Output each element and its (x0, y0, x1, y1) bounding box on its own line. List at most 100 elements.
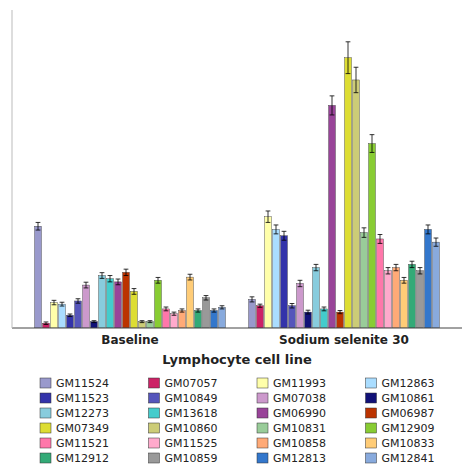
error-bar (92, 321, 97, 323)
legend-swatch (40, 393, 51, 403)
error-bar (394, 264, 399, 270)
y-axis-line (12, 10, 13, 328)
legend-swatch (366, 378, 377, 388)
error-bar (140, 321, 145, 323)
legend-label: GM11523 (56, 392, 109, 405)
legend-swatch (149, 453, 160, 463)
legend-swatch (149, 408, 160, 418)
legend-swatch (257, 438, 268, 448)
legend-swatch (366, 393, 377, 403)
legend-label: GM12813 (273, 452, 326, 465)
legend-label: GM10861 (382, 392, 435, 405)
bar (139, 322, 146, 328)
legend-label: GM11521 (56, 437, 109, 450)
legend-label: GM06987 (382, 407, 435, 420)
error-bar (410, 261, 415, 267)
bar (329, 105, 336, 328)
legend-label: GM06990 (273, 407, 326, 420)
error-bar (418, 268, 423, 274)
error-bar (386, 268, 391, 274)
error-bar (330, 96, 335, 115)
bar (131, 291, 138, 328)
bar (179, 311, 186, 328)
bar (67, 315, 74, 328)
legend-label: GM12909 (382, 422, 435, 435)
bar (257, 306, 264, 328)
legend-label: GM12841 (382, 452, 435, 465)
error-bar (68, 314, 73, 317)
bar (51, 303, 58, 328)
legend-swatch (366, 438, 377, 448)
legend-swatch (257, 453, 268, 463)
error-bar (156, 277, 161, 283)
error-bar (44, 322, 49, 325)
group-label: Sodium selenite 30 (279, 333, 409, 347)
legend-swatch (40, 453, 51, 463)
error-bar (250, 297, 255, 302)
bar (273, 229, 280, 328)
legend-swatch (40, 378, 51, 388)
bar (353, 80, 360, 328)
bar (91, 322, 98, 328)
bar (219, 307, 226, 328)
bar (187, 277, 194, 328)
bar (163, 309, 170, 328)
bar (107, 279, 114, 328)
bar (297, 283, 304, 328)
error-bar (354, 67, 359, 92)
legend-label: GM12863 (382, 377, 435, 390)
bar (203, 298, 210, 328)
bar (289, 306, 296, 328)
legend-swatch (257, 408, 268, 418)
error-bar (434, 238, 439, 246)
legend-label: GM10831 (273, 422, 326, 435)
bar (171, 314, 178, 328)
legend-label: GM13618 (165, 407, 218, 420)
error-bar (100, 273, 105, 279)
bar (99, 276, 106, 328)
error-bar (108, 276, 113, 282)
error-bar (362, 228, 367, 238)
legend-swatch (366, 453, 377, 463)
x-axis-label: Lymphocyte cell line (162, 352, 312, 367)
legend-swatch (257, 393, 268, 403)
legend-label: GM10859 (165, 452, 218, 465)
x-axis-line (12, 328, 462, 329)
bar (59, 304, 66, 328)
legend-swatch (149, 378, 160, 388)
error-bar (220, 306, 225, 309)
bar (409, 264, 416, 328)
legend-swatch (366, 408, 377, 418)
error-bar (338, 311, 343, 314)
error-bar (84, 282, 89, 288)
bar (377, 239, 384, 328)
error-bar (258, 304, 263, 307)
bar (401, 280, 408, 328)
error-bar (402, 277, 407, 283)
legend-swatch (366, 423, 377, 433)
bar (313, 268, 320, 328)
bar (385, 271, 392, 328)
bars (35, 42, 440, 328)
bar (265, 217, 272, 328)
legend-label: GM12912 (56, 452, 109, 465)
error-bar (426, 225, 431, 234)
bar (35, 226, 42, 328)
legend-label: GM07057 (165, 377, 218, 390)
error-bar (266, 211, 271, 222)
error-bar (164, 307, 169, 311)
bar (417, 271, 424, 328)
error-bar (298, 280, 303, 286)
bar (281, 236, 288, 328)
legend-swatch (149, 423, 160, 433)
bar (305, 312, 312, 328)
legend-label: GM11525 (165, 437, 218, 450)
error-bar (172, 312, 177, 315)
bar (321, 309, 328, 328)
legend-swatch (149, 438, 160, 448)
legend-swatch (40, 423, 51, 433)
legend-swatch (40, 408, 51, 418)
error-bar (148, 321, 153, 323)
bar (369, 144, 376, 328)
error-bar (378, 235, 383, 244)
